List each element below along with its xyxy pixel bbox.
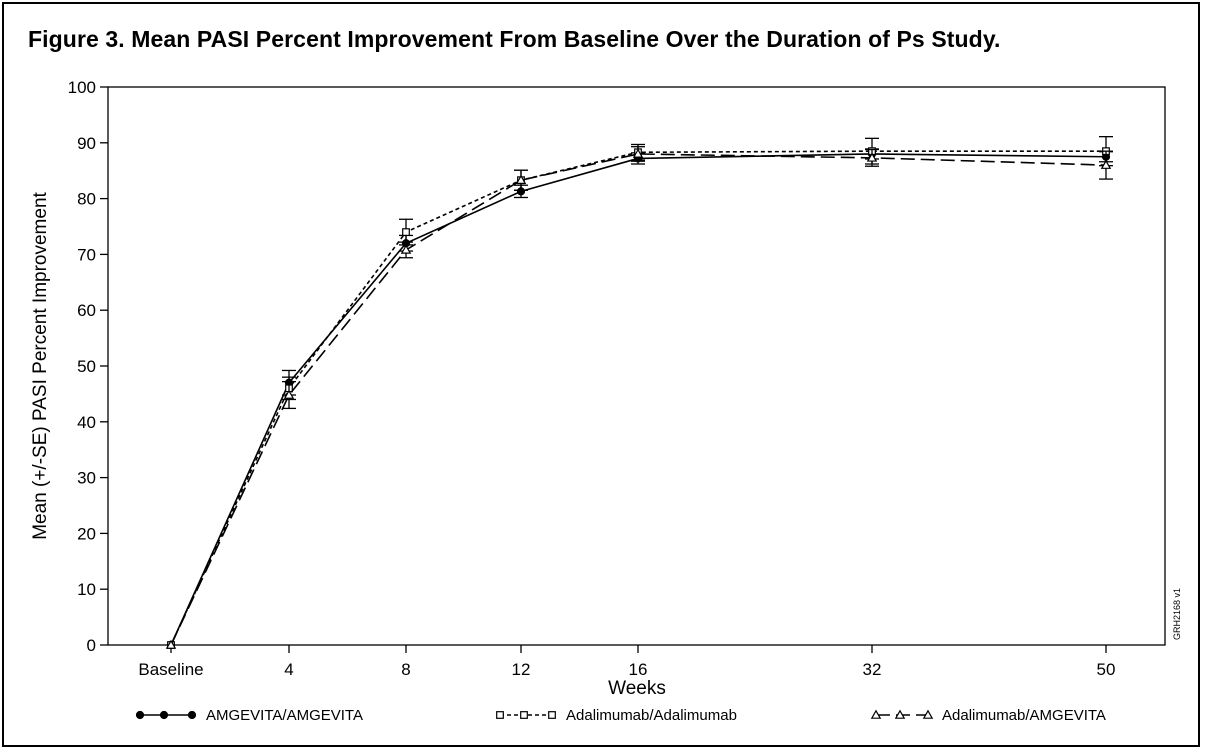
y-tick-label: 60 (77, 301, 96, 320)
series-line (170, 150, 1106, 646)
y-tick-label: 0 (87, 636, 96, 655)
data-point (135, 710, 145, 720)
legend: AMGEVITA/AMGEVITA Adalimumab/Adalimumab Ad… (135, 707, 1106, 724)
series-2 (165, 146, 1113, 649)
series-layer (165, 136, 1113, 650)
figure-title: Figure 3. Mean PASI Percent Improvement … (28, 26, 1001, 52)
x-tick-label: 8 (401, 660, 410, 679)
data-point (283, 389, 295, 399)
series-1 (167, 136, 1113, 649)
y-axis: 0 10 20 30 40 50 60 70 80 90 100 (68, 78, 108, 655)
data-point (496, 711, 504, 719)
legend-item: Adalimumab/Adalimumab (496, 707, 737, 724)
x-tick-label: 32 (863, 660, 882, 679)
series-line (170, 153, 1107, 646)
data-point (1100, 159, 1112, 169)
figure-code: GRH2168 v1 (1172, 588, 1182, 640)
y-tick-label: 80 (77, 190, 96, 209)
y-tick-label: 30 (77, 469, 96, 488)
plot-area (107, 86, 1166, 646)
y-tick-label: 10 (77, 580, 96, 599)
y-tick-label: 40 (77, 413, 96, 432)
data-point (402, 228, 410, 236)
data-point (515, 174, 527, 184)
x-axis: Baseline 4 8 12 16 32 50 (138, 645, 1115, 679)
data-point (548, 711, 556, 719)
legend-item: Adalimumab/AMGEVITA (870, 707, 1106, 724)
series-0 (166, 148, 1113, 650)
x-axis-label: Weeks (608, 678, 666, 699)
legend-label: Adalimumab/AMGEVITA (942, 707, 1106, 724)
legend-label: AMGEVITA/AMGEVITA (206, 707, 363, 724)
data-point (866, 152, 878, 162)
x-tick-label: 12 (512, 660, 531, 679)
data-point (159, 710, 169, 720)
data-point (187, 710, 197, 720)
data-point (922, 709, 934, 719)
y-tick-label: 70 (77, 245, 96, 264)
data-point (165, 639, 177, 649)
x-tick-label: 4 (284, 660, 293, 679)
x-tick-label: 50 (1097, 660, 1116, 679)
data-point (400, 244, 412, 254)
x-tick-label: 16 (629, 660, 648, 679)
data-point (894, 709, 906, 719)
y-tick-label: 100 (68, 78, 96, 97)
data-point (632, 148, 644, 158)
y-tick-label: 90 (77, 134, 96, 153)
y-axis-label: Mean (+/-SE) PASI Percent Improvement (30, 191, 51, 539)
series-line (170, 153, 1107, 646)
y-tick-label: 50 (77, 357, 96, 376)
x-tick-label: Baseline (138, 660, 203, 679)
data-point (520, 711, 528, 719)
legend-label: Adalimumab/Adalimumab (566, 707, 737, 724)
data-point (870, 709, 882, 719)
y-tick-label: 20 (77, 524, 96, 543)
legend-item: AMGEVITA/AMGEVITA (135, 707, 363, 724)
